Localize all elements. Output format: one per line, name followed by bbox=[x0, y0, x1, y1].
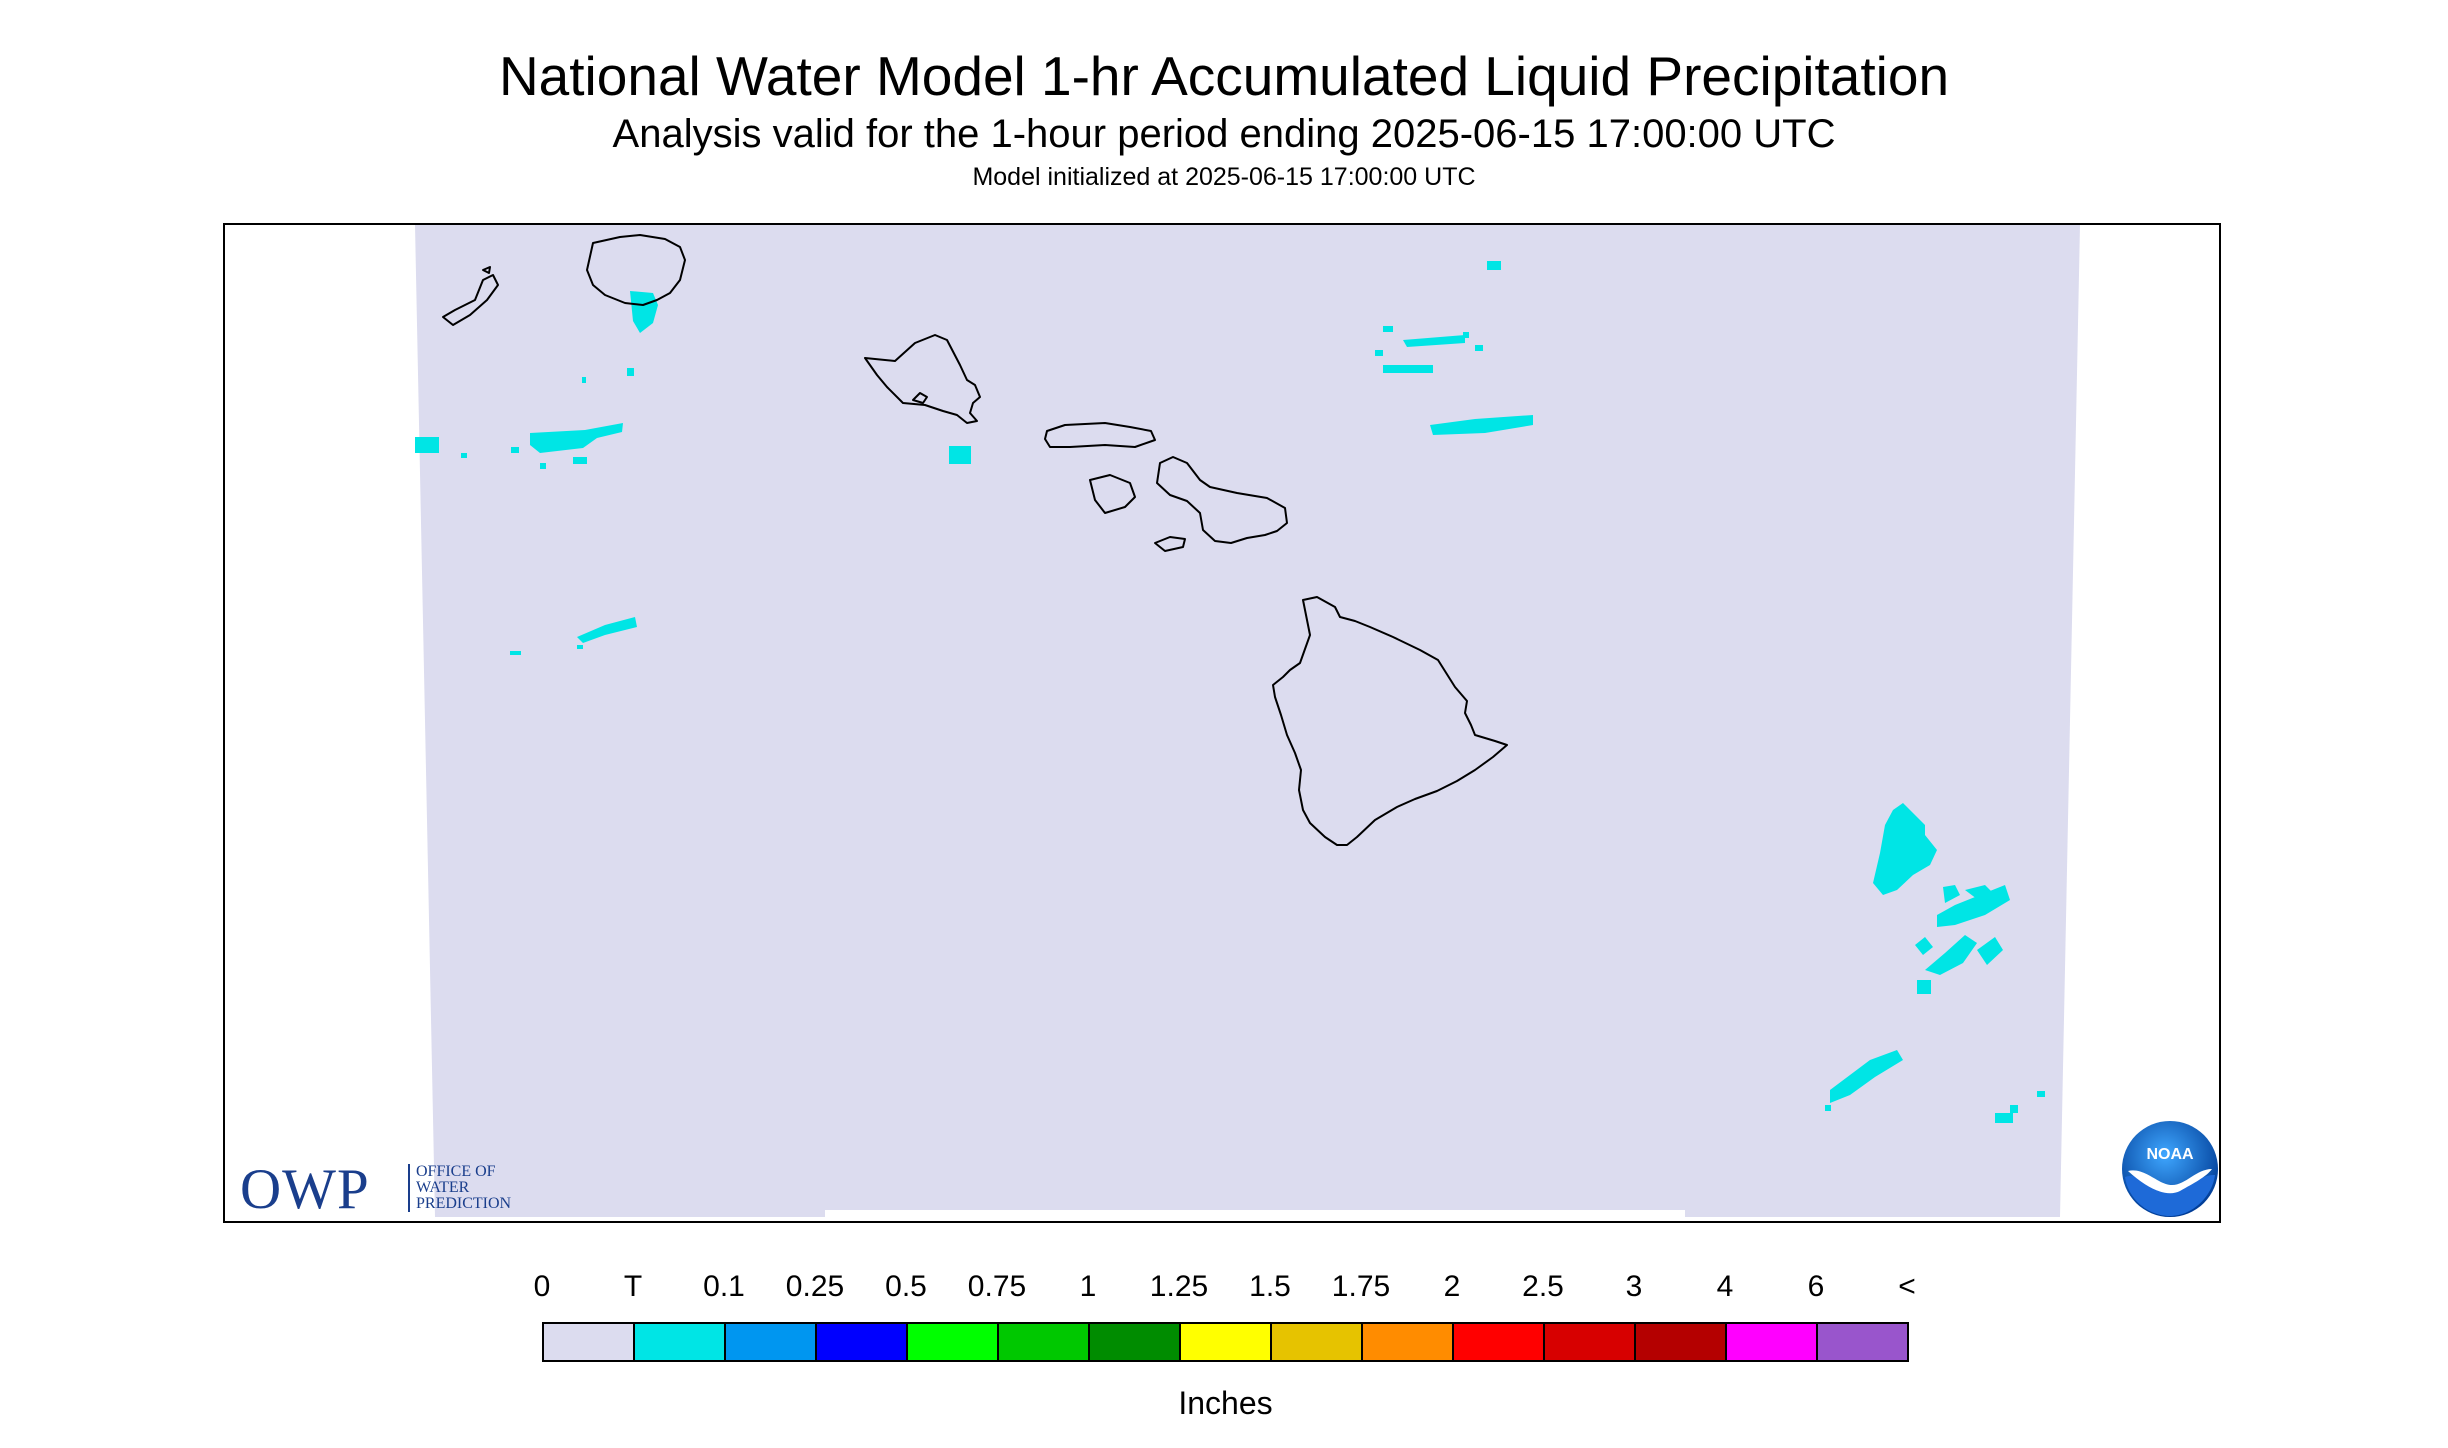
precip-area bbox=[510, 651, 521, 655]
map-panel bbox=[223, 223, 2221, 1223]
legend-tick-label: 4 bbox=[1716, 1270, 1734, 1303]
legend-tick-label: 1.75 bbox=[1331, 1270, 1391, 1303]
owp-logo-mark: OWP bbox=[240, 1158, 370, 1221]
legend-tick-label: 3 bbox=[1625, 1270, 1643, 1303]
precip-area bbox=[1403, 335, 1465, 347]
legend-swatch bbox=[1727, 1324, 1818, 1360]
precip-area bbox=[577, 645, 583, 649]
legend-tick-label: 0.75 bbox=[967, 1270, 1027, 1303]
legend-swatch bbox=[908, 1324, 999, 1360]
legend-tick-label: T bbox=[623, 1270, 643, 1303]
precip-area bbox=[1917, 980, 1931, 994]
model-domain bbox=[415, 225, 2080, 1217]
precip-area bbox=[2010, 1105, 2018, 1113]
noaa-logo: NOAA bbox=[2122, 1121, 2218, 1217]
owp-logo-line: WATER bbox=[416, 1179, 470, 1196]
coastline-pearl-harbor bbox=[912, 392, 928, 404]
precip-area bbox=[1943, 885, 1960, 903]
legend-color-bar bbox=[542, 1322, 1909, 1362]
precip-area bbox=[582, 377, 586, 383]
legend-unit-label: Inches bbox=[1178, 1385, 1273, 1421]
precip-area bbox=[1995, 1113, 2013, 1123]
owp-logo-line: OFFICE OF bbox=[416, 1163, 496, 1180]
precip-area bbox=[1830, 1050, 1903, 1103]
precip-area bbox=[1487, 261, 1501, 270]
precip-area bbox=[1925, 935, 1977, 975]
legend-tick-label: 0.1 bbox=[703, 1270, 745, 1303]
legend-tick-label: 0.5 bbox=[885, 1270, 927, 1303]
precip-area bbox=[949, 446, 971, 464]
legend-swatch bbox=[635, 1324, 726, 1360]
legend-swatch bbox=[544, 1324, 635, 1360]
owp-logo-text: OFFICE OF WATER PREDICTION bbox=[408, 1164, 511, 1212]
precip-area bbox=[540, 463, 546, 469]
legend-swatch bbox=[1636, 1324, 1727, 1360]
legend-swatch bbox=[1272, 1324, 1363, 1360]
legend-swatch bbox=[1454, 1324, 1545, 1360]
legend-swatch bbox=[817, 1324, 908, 1360]
legend-swatch bbox=[999, 1324, 1090, 1360]
coastline-hawaii bbox=[1272, 596, 1508, 846]
coastline-oahu bbox=[864, 334, 981, 424]
coastline-kahoolawe bbox=[1154, 536, 1186, 552]
legend-tick-label: 2.5 bbox=[1522, 1270, 1564, 1303]
coastline-lehua bbox=[482, 266, 491, 274]
precip-area bbox=[1825, 1105, 1831, 1111]
legend-tick-label: 6 bbox=[1807, 1270, 1825, 1303]
legend-tick-label: 1.5 bbox=[1249, 1270, 1291, 1303]
precip-area bbox=[1937, 885, 2010, 927]
legend-swatch bbox=[1090, 1324, 1181, 1360]
legend-swatch bbox=[1545, 1324, 1636, 1360]
precip-area bbox=[577, 617, 637, 643]
legend-tick-label: 1 bbox=[1079, 1270, 1097, 1303]
model-init-line: Model initialized at 2025-06-15 17:00:00… bbox=[972, 163, 1476, 191]
precip-area bbox=[573, 457, 587, 464]
coastlines bbox=[442, 234, 1508, 846]
coastline-molokai bbox=[1044, 422, 1156, 448]
precip-area bbox=[1383, 365, 1433, 373]
precip-area bbox=[511, 447, 519, 453]
precip-area bbox=[1463, 332, 1469, 338]
legend-tick-label: < bbox=[1898, 1270, 1916, 1303]
precip-area bbox=[627, 368, 634, 376]
precip-area bbox=[530, 423, 623, 453]
precipitation-areas bbox=[415, 261, 2045, 1123]
precip-area bbox=[1475, 345, 1483, 351]
precip-area bbox=[1977, 937, 2003, 965]
precip-area bbox=[415, 437, 439, 453]
owp-logo-line: PREDICTION bbox=[416, 1195, 512, 1212]
legend-swatch bbox=[726, 1324, 817, 1360]
legend-swatch bbox=[1181, 1324, 1272, 1360]
legend-tick-label: 0.25 bbox=[785, 1270, 845, 1303]
noaa-logo-text: NOAA bbox=[2146, 1146, 2194, 1163]
legend-tick-label: 0 bbox=[533, 1270, 551, 1303]
coastline-kauai bbox=[586, 234, 686, 306]
page-subtitle: Analysis valid for the 1-hour period end… bbox=[612, 112, 1836, 156]
legend-swatch bbox=[1363, 1324, 1454, 1360]
legend-swatch bbox=[1818, 1324, 1907, 1360]
precip-area bbox=[1430, 415, 1533, 435]
coastline-lanai bbox=[1089, 474, 1136, 514]
coastline-maui bbox=[1156, 456, 1288, 544]
legend-tick-label: 2 bbox=[1443, 1270, 1461, 1303]
precip-area bbox=[1873, 803, 1937, 895]
precip-area bbox=[1375, 350, 1383, 356]
precip-area bbox=[2037, 1091, 2045, 1097]
precip-area bbox=[1915, 937, 1933, 955]
precip-area bbox=[461, 453, 467, 458]
legend-tick-label: 1.25 bbox=[1149, 1270, 1209, 1303]
precip-area bbox=[1383, 326, 1393, 332]
map-canvas bbox=[415, 225, 2080, 1217]
owp-logo: OWP OFFICE OF WATER PREDICTION bbox=[240, 1160, 540, 1220]
page-title: National Water Model 1-hr Accumulated Li… bbox=[498, 45, 1950, 107]
coastline-niihau bbox=[442, 274, 499, 326]
